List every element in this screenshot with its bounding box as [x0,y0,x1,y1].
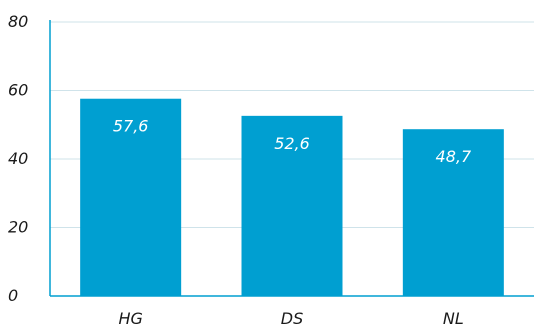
data-label-hg: 57,6 [113,117,149,136]
y-tick-label: 80 [8,12,28,31]
data-label-ds: 52,6 [274,134,310,153]
data-label-nl: 48,7 [436,147,472,166]
bar-hg [80,98,182,296]
y-tick-label: 40 [8,149,28,168]
y-tick-label: 20 [8,218,28,237]
bars: 57,6 52,6 48,7 [80,98,504,296]
x-tick-label-ds: DS [281,309,303,328]
y-axis-ticks: 0 20 40 60 80 [8,12,28,305]
x-tick-label-hg: HG [118,309,142,328]
x-axis-ticks: HG DS NL [118,309,463,328]
x-tick-label-nl: NL [443,309,464,328]
y-tick-label: 0 [8,286,18,305]
y-tick-label: 60 [8,81,28,100]
bar-nl [402,129,504,296]
bar-ds [241,115,343,296]
